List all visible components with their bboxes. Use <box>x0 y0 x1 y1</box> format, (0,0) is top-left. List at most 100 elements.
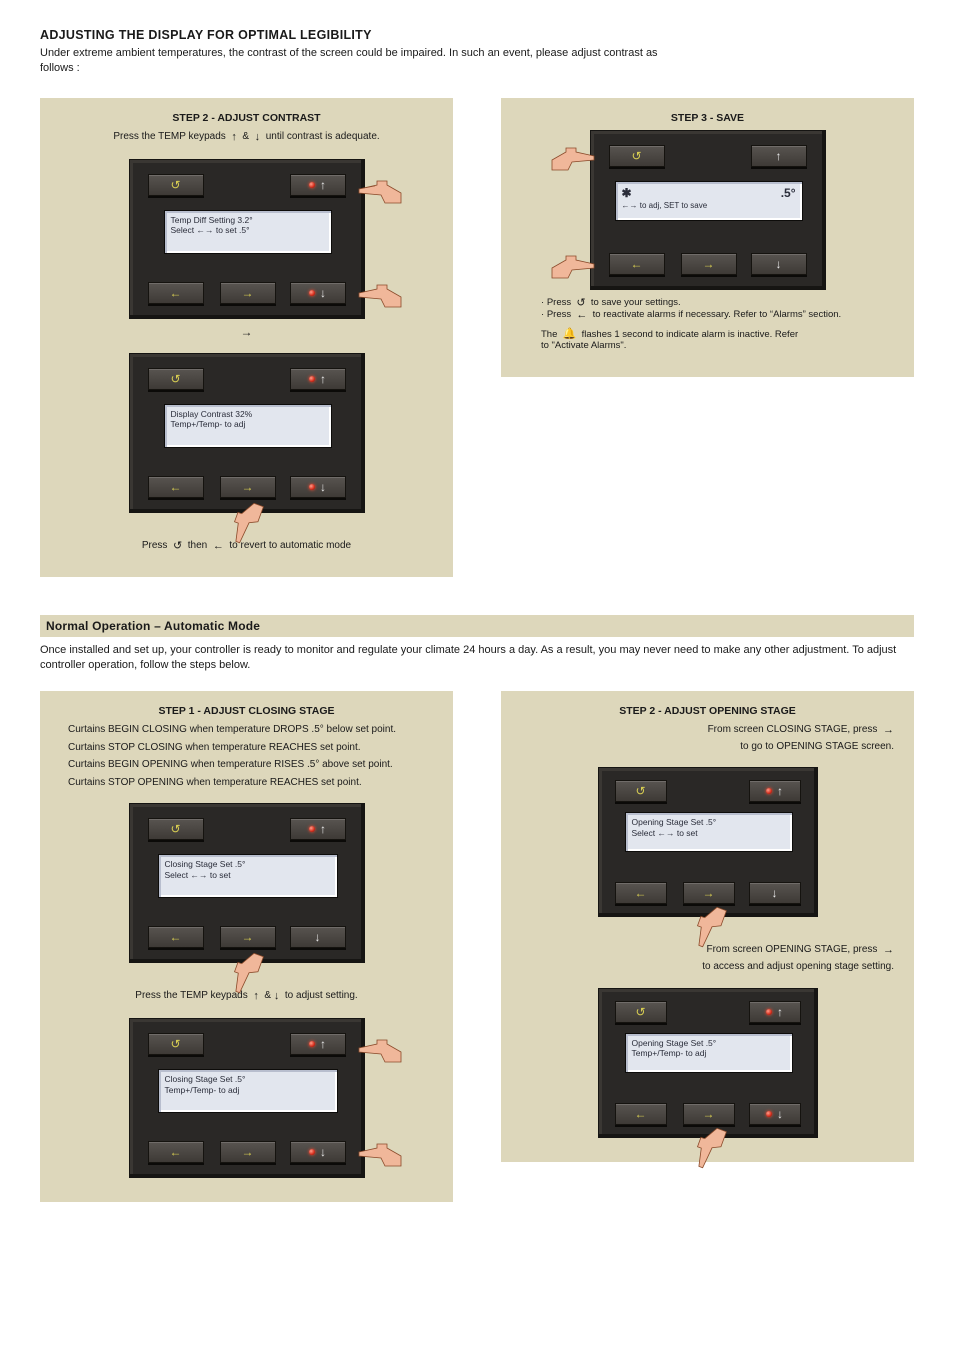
step2-footer: Press ↺ then ← to revert to automatic mo… <box>56 539 437 554</box>
led-icon <box>309 484 315 490</box>
arrow-up-icon: ↑ <box>231 131 237 143</box>
temp-down-button[interactable]: ↓ <box>749 1103 801 1125</box>
led-icon <box>309 376 315 382</box>
panel-lower2-top: ↺ ↑ Opening Stage Set .5° Select ←→ to s… <box>598 767 818 917</box>
panel-lower1-top: ↺ ↑ Closing Stage Set .5° Select ←→ to s… <box>129 803 365 963</box>
control-panel: ↺ ↑ Opening Stage Set .5° Temp+/Temp- to… <box>598 988 818 1138</box>
temp-up-button[interactable]: ↑ <box>290 818 346 840</box>
led-icon <box>309 826 315 832</box>
arrow-down-icon: ↓ <box>274 990 280 1002</box>
arrow-down-icon: ↓ <box>772 887 778 899</box>
temp-down-button[interactable]: ↓ <box>749 882 801 904</box>
upper-left-col: STEP 2 - ADJUST CONTRAST Press the TEMP … <box>40 98 453 586</box>
led-icon <box>766 788 772 794</box>
temp-up-button[interactable]: ↑ <box>749 1001 801 1023</box>
lower-left-col: STEP 1 - ADJUST CLOSING STAGE Curtains B… <box>40 691 453 1210</box>
right-button[interactable]: → <box>683 882 735 904</box>
panel-step2-top: ↺ ↑ Temp Diff Setting 3.2° Select ←→ to … <box>129 159 365 319</box>
left-button[interactable]: ← <box>148 926 204 948</box>
temp-up-button[interactable]: ↑ <box>749 780 801 802</box>
left-button[interactable]: ← <box>148 476 204 498</box>
arrow-up-icon: ↑ <box>320 1038 326 1050</box>
right-button[interactable]: → <box>220 476 276 498</box>
arrow-left-icon: ← <box>170 1146 182 1158</box>
arrow-right-icon: → <box>242 931 254 943</box>
temp-down-button[interactable]: ↓ <box>290 476 346 498</box>
lower-step2-mid: From screen OPENING STAGE, press → <box>517 943 898 958</box>
upper-right-col: STEP 3 - SAVE ↺ ↑ ✱ .5° ←→ to adj, SET t… <box>501 98 914 385</box>
lower-columns: STEP 1 - ADJUST CLOSING STAGE Curtains B… <box>40 691 914 1210</box>
temp-up-button[interactable]: ↑ <box>290 1033 346 1055</box>
section-bar: Normal Operation – Automatic Mode <box>40 615 914 637</box>
undo-button[interactable]: ↺ <box>148 1033 204 1055</box>
temp-down-button[interactable]: ↓ <box>290 282 346 304</box>
step3-line1: · Press ↺ to save your settings. <box>517 296 898 309</box>
lower-right-col: STEP 2 - ADJUST OPENING STAGE From scree… <box>501 691 914 1170</box>
arrow-up-icon: ↑ <box>777 785 783 797</box>
undo-icon: ↺ <box>170 179 180 191</box>
lower-intro: Once installed and set up, your controll… <box>40 643 914 673</box>
undo-icon: ↺ <box>173 540 182 552</box>
arrow-up-icon: ↑ <box>253 990 259 1002</box>
right-button[interactable]: → <box>220 926 276 948</box>
led-icon <box>766 1009 772 1015</box>
temp-down-button[interactable]: ↓ <box>751 253 807 275</box>
lower-step2-mid-b: to access and adjust opening stage setti… <box>517 960 898 974</box>
page: ADJUSTING THE DISPLAY FOR OPTIMAL LEGIBI… <box>0 0 954 1250</box>
undo-button[interactable]: ↺ <box>148 174 204 196</box>
arrow-up-icon: ↑ <box>320 373 326 385</box>
arrow-up-icon: ↑ <box>320 823 326 835</box>
panel-step2-bottom: ↺ ↑ Display Contrast 32% Temp+/Temp- to … <box>129 353 365 513</box>
lcd-display: Display Contrast 32% Temp+/Temp- to adj <box>164 404 332 448</box>
intro-text: Under extreme ambient temperatures, the … <box>40 46 680 76</box>
temp-up-button[interactable]: ↑ <box>290 174 346 196</box>
right-button[interactable]: → <box>681 253 737 275</box>
arrow-right-icon: → <box>242 1146 254 1158</box>
temp-up-button[interactable]: ↑ <box>751 145 807 167</box>
control-panel: ↺ ↑ Display Contrast 32% Temp+/Temp- to … <box>129 353 365 513</box>
left-button[interactable]: ← <box>615 882 667 904</box>
bullet: Curtains BEGIN OPENING when temperature … <box>68 758 437 772</box>
bullet: Curtains STOP CLOSING when temperature R… <box>68 741 437 755</box>
temp-down-button[interactable]: ↓ <box>290 926 346 948</box>
undo-button[interactable]: ↺ <box>148 818 204 840</box>
lower-step2-line-a: From screen CLOSING STAGE, press → <box>517 723 898 738</box>
lower-step2-title: STEP 2 - ADJUST OPENING STAGE <box>517 705 898 717</box>
right-button[interactable]: → <box>683 1103 735 1125</box>
led-icon <box>309 182 315 188</box>
lcd-display: ✱ .5° ←→ to adj, SET to save <box>615 181 803 221</box>
arrow-left-icon: ← <box>170 931 182 943</box>
panel-step3: ↺ ↑ ✱ .5° ←→ to adj, SET to save ← → ↓ <box>590 130 826 290</box>
step3-line2: · Press ← to reactivate alarms if necess… <box>517 309 898 321</box>
arrow-down-icon: ↓ <box>320 287 326 299</box>
arrow-down-icon: ↓ <box>776 258 782 270</box>
bullet: Curtains STOP OPENING when temperature R… <box>68 776 437 790</box>
step2-instr: Press the TEMP keypads ↑ & ↓ until contr… <box>56 130 437 145</box>
left-button[interactable]: ← <box>148 1141 204 1163</box>
undo-button[interactable]: ↺ <box>615 1001 667 1023</box>
undo-button[interactable]: ↺ <box>615 780 667 802</box>
panel-lower2-bottom: ↺ ↑ Opening Stage Set .5° Temp+/Temp- to… <box>598 988 818 1138</box>
lower-step1-instr2: Press the TEMP keypads ↑ & ↓ to adjust s… <box>56 989 437 1004</box>
lower-step1-title: STEP 1 - ADJUST CLOSING STAGE <box>56 705 437 717</box>
undo-button[interactable]: ↺ <box>148 368 204 390</box>
lcd-display: Opening Stage Set .5° Temp+/Temp- to adj <box>625 1033 793 1073</box>
undo-button[interactable]: ↺ <box>609 145 665 167</box>
temp-down-button[interactable]: ↓ <box>290 1141 346 1163</box>
arrow-left-icon: ← <box>576 309 587 321</box>
arrow-right-icon: → <box>703 887 715 899</box>
step3-bell-note: The 🔔 flashes 1 second to indicate alarm… <box>517 327 898 351</box>
right-button[interactable]: → <box>220 1141 276 1163</box>
right-button[interactable]: → <box>220 282 276 304</box>
arrow-right-icon: → <box>703 258 715 270</box>
led-icon <box>309 290 315 296</box>
arrow-between: → <box>56 325 437 339</box>
bell-icon: 🔔 <box>563 328 577 340</box>
temp-up-button[interactable]: ↑ <box>290 368 346 390</box>
left-button[interactable]: ← <box>615 1103 667 1125</box>
undo-icon: ↺ <box>170 823 180 835</box>
left-button[interactable]: ← <box>148 282 204 304</box>
left-button[interactable]: ← <box>609 253 665 275</box>
lower-step2-box: STEP 2 - ADJUST OPENING STAGE From scree… <box>501 691 914 1162</box>
step2-box: STEP 2 - ADJUST CONTRAST Press the TEMP … <box>40 98 453 578</box>
